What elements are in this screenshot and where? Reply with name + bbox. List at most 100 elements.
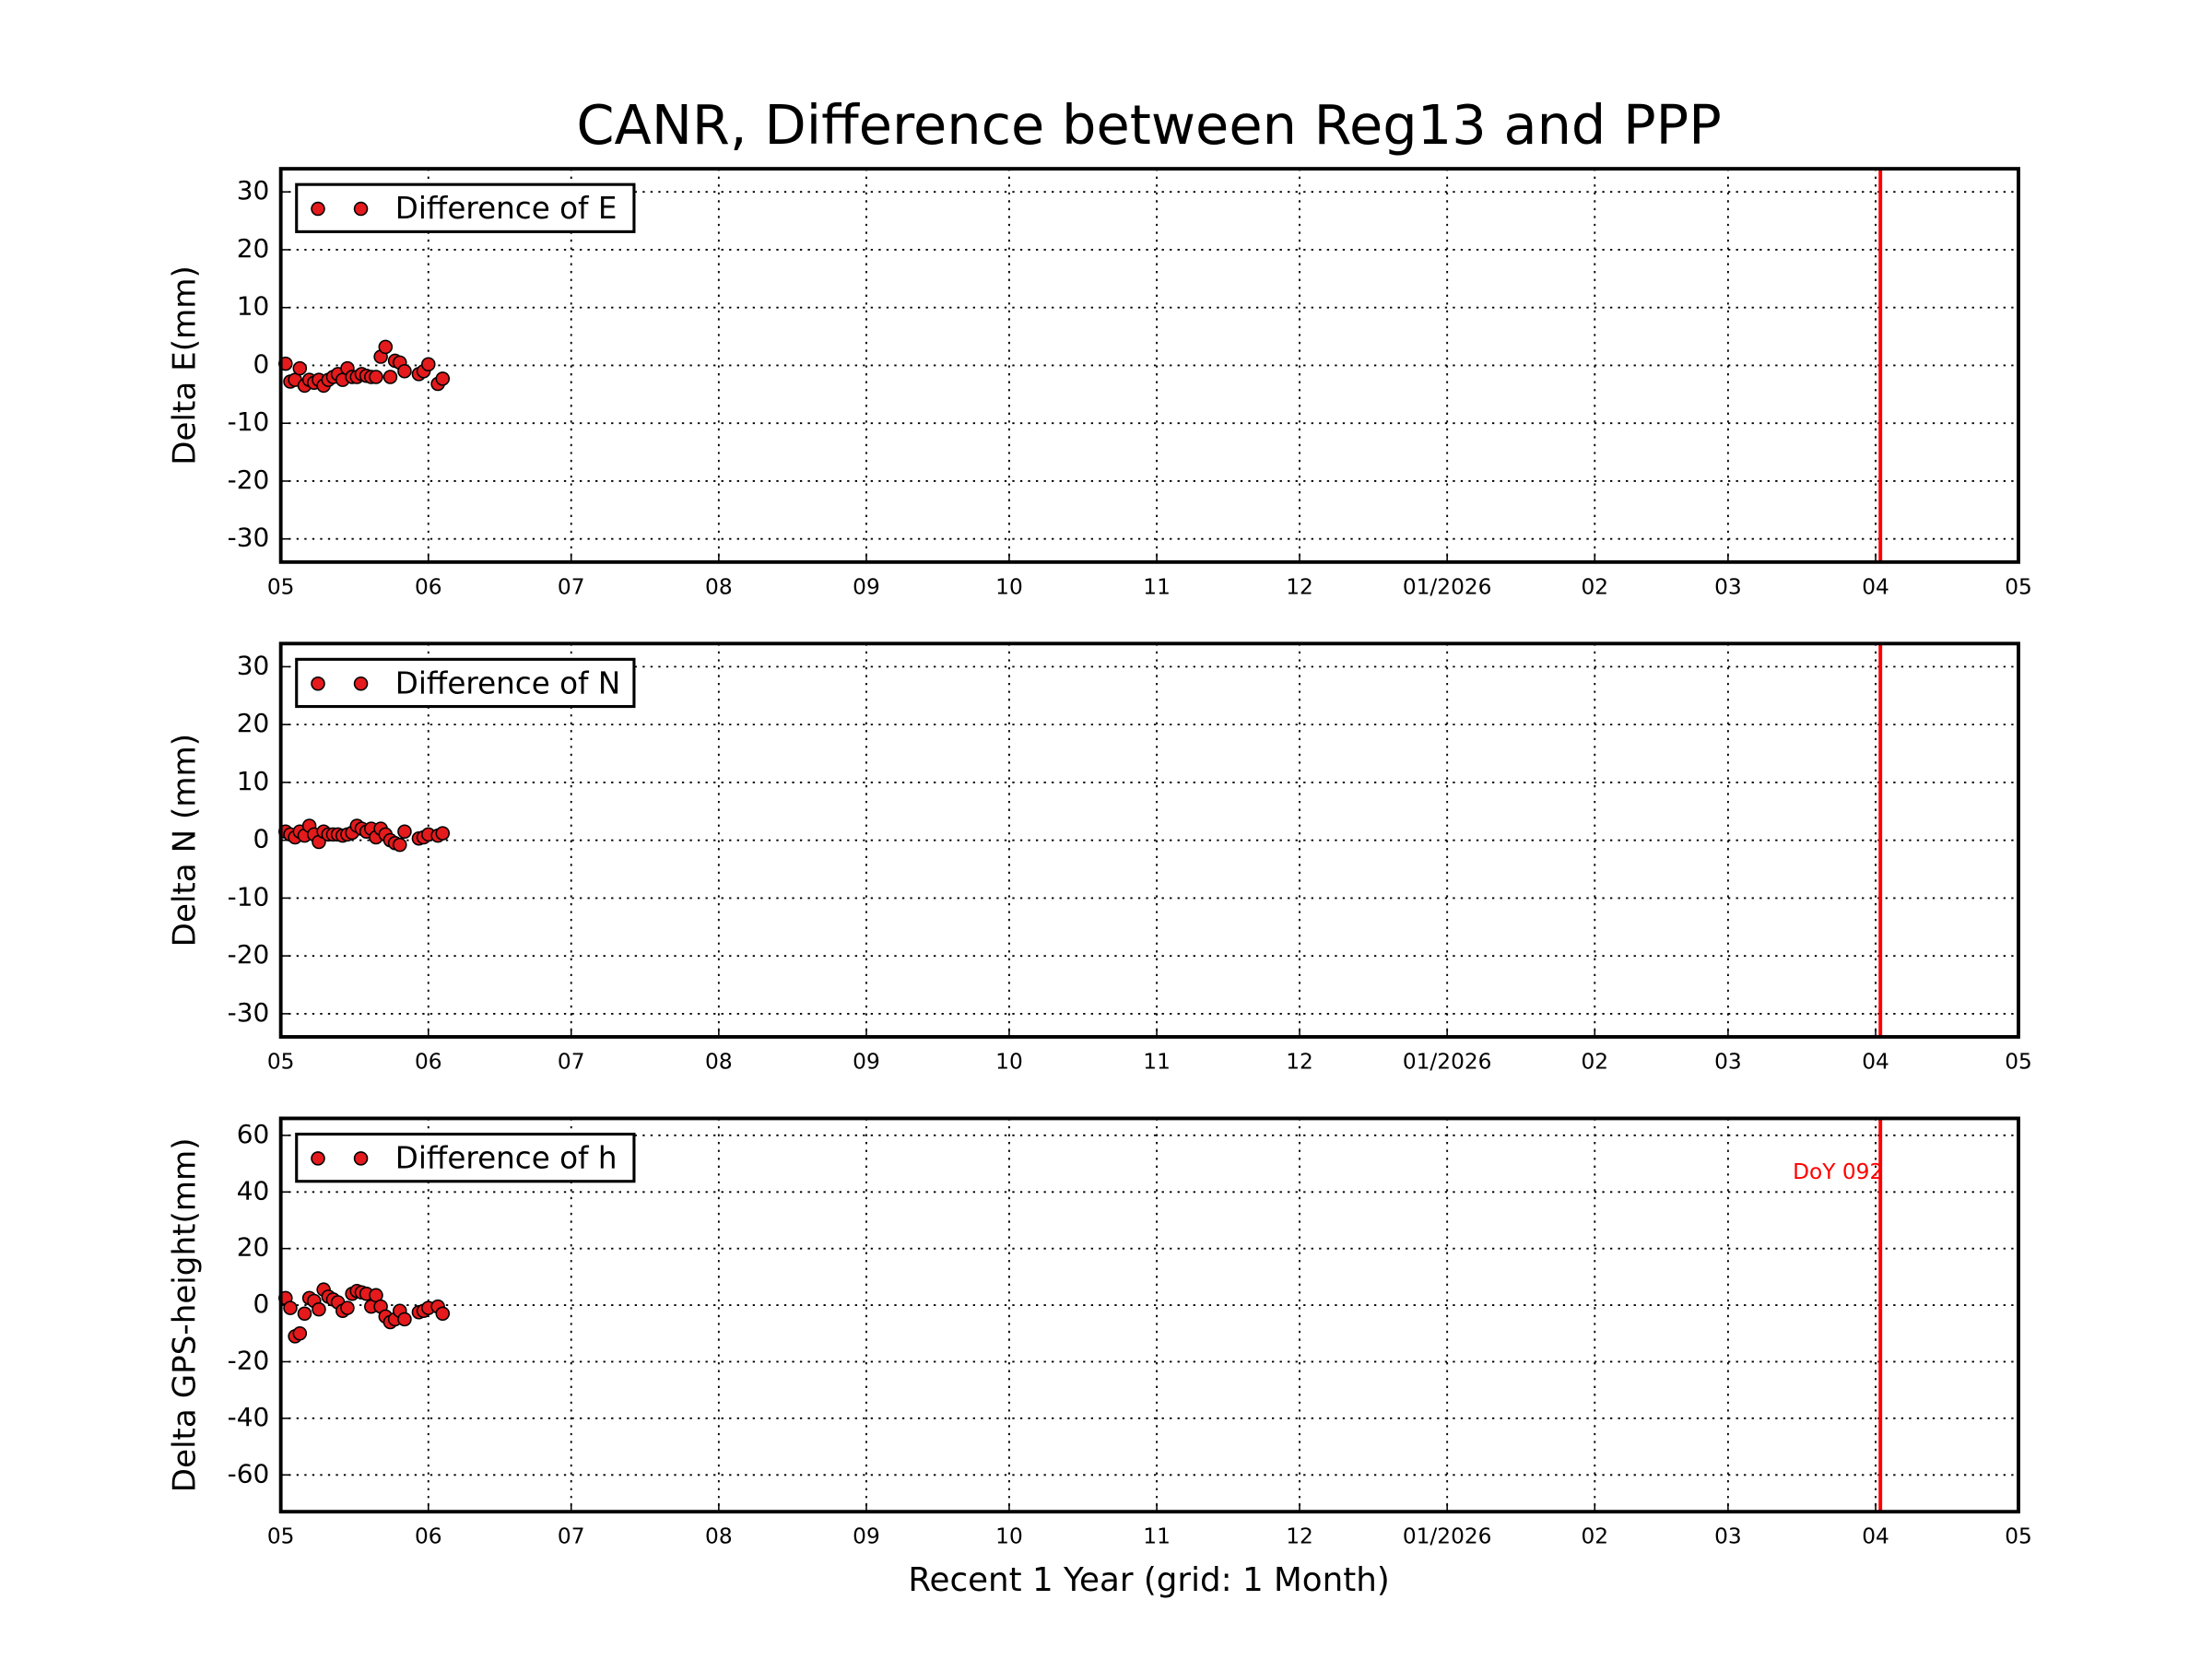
reference-label: DoY 092 xyxy=(1793,1159,1883,1184)
y-tick-label: -30 xyxy=(228,523,270,553)
legend-label: Difference of N xyxy=(395,665,620,700)
x-tick-label: 10 xyxy=(995,574,1023,599)
x-tick-label: 09 xyxy=(853,574,880,599)
x-tick-label: 11 xyxy=(1143,1049,1171,1074)
x-tick-label: 12 xyxy=(1286,574,1313,599)
data-point xyxy=(435,1306,451,1322)
x-tick-label: 11 xyxy=(1143,1524,1171,1549)
x-tick-label: 06 xyxy=(415,574,442,599)
data-point xyxy=(397,824,412,839)
y-tick-label: 30 xyxy=(237,650,270,680)
x-tick-label: 10 xyxy=(995,1049,1023,1074)
legend-label: Difference of h xyxy=(395,1140,618,1175)
x-tick-label: 02 xyxy=(1581,574,1608,599)
x-tick-label: 05 xyxy=(267,1049,295,1074)
x-tick-label: 07 xyxy=(558,574,585,599)
plot-frame xyxy=(278,1116,2020,1514)
data-point xyxy=(292,360,308,376)
y-tick-label: 30 xyxy=(237,175,270,206)
data-point xyxy=(397,1312,412,1327)
y-tick-label: -10 xyxy=(228,881,270,912)
data-point xyxy=(421,357,436,371)
x-tick-label: 04 xyxy=(1862,1524,1889,1549)
x-tick-label: 10 xyxy=(995,1524,1023,1549)
x-tick-label: 01/2026 xyxy=(1403,574,1492,599)
x-tick-label: 03 xyxy=(1714,574,1742,599)
y-tick-label: 10 xyxy=(237,291,270,322)
data-point xyxy=(297,1306,312,1322)
x-tick-label: 12 xyxy=(1286,1524,1313,1549)
x-tick-label: 09 xyxy=(853,1049,880,1074)
legend-marker xyxy=(353,676,369,691)
legend-box xyxy=(295,657,636,709)
x-tick-label: 08 xyxy=(705,1524,733,1549)
figure-title: CANR, Difference between Reg13 and PPP xyxy=(576,93,1721,157)
x-tick-label: 07 xyxy=(558,1049,585,1074)
data-point xyxy=(283,1300,298,1315)
x-tick-label: 06 xyxy=(415,1049,442,1074)
x-tick-label: 03 xyxy=(1714,1049,1742,1074)
x-tick-label: 09 xyxy=(853,1524,880,1549)
legend-marker xyxy=(353,1151,369,1166)
y-axis-label: Delta N (mm) xyxy=(167,734,204,947)
data-point xyxy=(397,363,412,379)
data-point xyxy=(340,1300,355,1315)
data-point xyxy=(292,1326,308,1341)
x-tick-label: 05 xyxy=(2005,1049,2032,1074)
y-tick-label: -60 xyxy=(228,1458,270,1488)
plot-frame xyxy=(278,167,2020,564)
x-tick-label: 05 xyxy=(2005,1524,2032,1549)
data-point xyxy=(378,339,394,355)
x-tick-label: 02 xyxy=(1581,1524,1608,1549)
legend-label: Difference of E xyxy=(395,191,618,226)
legend-marker xyxy=(311,201,325,217)
y-tick-label: -20 xyxy=(228,1345,270,1375)
x-tick-label: 11 xyxy=(1143,574,1171,599)
y-tick-label: -20 xyxy=(228,939,270,970)
data-point xyxy=(312,1301,326,1317)
y-tick-label: 60 xyxy=(237,1119,270,1149)
data-point xyxy=(393,837,407,853)
y-tick-label: 20 xyxy=(237,708,270,738)
x-tick-label: 01/2026 xyxy=(1403,1049,1492,1074)
x-tick-label: 04 xyxy=(1862,1049,1889,1074)
x-tick-label: 05 xyxy=(2005,574,2032,599)
y-axis-label: Delta E(mm) xyxy=(167,265,204,465)
x-tick-label: 08 xyxy=(705,574,733,599)
x-tick-label: 06 xyxy=(415,1524,442,1549)
y-tick-label: -30 xyxy=(228,997,270,1028)
data-point xyxy=(382,370,398,384)
y-tick-label: 40 xyxy=(237,1175,270,1206)
y-tick-label: 20 xyxy=(237,233,270,264)
x-tick-label: 05 xyxy=(267,574,295,599)
legend-box xyxy=(295,1132,636,1183)
x-tick-label: 07 xyxy=(558,1524,585,1549)
y-tick-label: 10 xyxy=(237,766,270,796)
y-tick-label: -10 xyxy=(228,406,270,437)
x-tick-label: 08 xyxy=(705,1049,733,1074)
plot-frame xyxy=(278,641,2020,1039)
x-tick-label: 12 xyxy=(1286,1049,1313,1074)
legend-box xyxy=(295,182,636,233)
y-tick-label: 0 xyxy=(253,824,269,854)
legend-marker xyxy=(311,676,325,691)
x-tick-label: 04 xyxy=(1862,574,1889,599)
y-tick-label: 0 xyxy=(253,1288,269,1319)
x-tick-label: 02 xyxy=(1581,1049,1608,1074)
x-tick-label: 05 xyxy=(267,1524,295,1549)
y-tick-label: -40 xyxy=(228,1402,270,1432)
x-tick-label: 01/2026 xyxy=(1403,1524,1492,1549)
x-tick-label: 03 xyxy=(1714,1524,1742,1549)
data-point xyxy=(435,826,451,841)
y-axis-label: Delta GPS-height(mm) xyxy=(167,1137,204,1492)
legend-marker xyxy=(311,1151,325,1166)
legend-marker xyxy=(353,201,369,217)
y-tick-label: 0 xyxy=(253,348,269,379)
data-point xyxy=(369,370,383,384)
y-tick-label: 20 xyxy=(237,1232,270,1263)
data-point xyxy=(435,371,451,386)
y-tick-label: -20 xyxy=(228,465,270,495)
x-axis-label: Recent 1 Year (grid: 1 Month) xyxy=(908,1561,1389,1599)
